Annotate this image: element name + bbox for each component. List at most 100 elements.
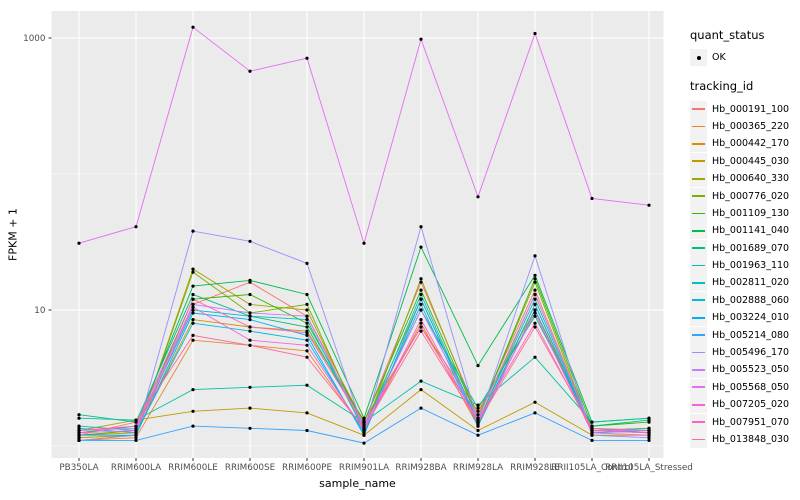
legend-item-Hb_002811_020: Hb_002811_020: [690, 274, 798, 292]
legend-item-Hb_013848_030: Hb_013848_030: [690, 431, 798, 448]
data-point: [533, 308, 537, 312]
data-point: [191, 229, 195, 233]
data-point: [191, 308, 195, 312]
data-point: [191, 305, 195, 309]
data-point: [305, 428, 309, 433]
data-point: [533, 400, 537, 404]
data-point: [77, 426, 81, 430]
legend-key-swatch: [690, 413, 707, 431]
data-point: [305, 349, 309, 353]
data-point: [419, 37, 423, 41]
data-point: [533, 311, 537, 315]
series-color-line-icon: [692, 421, 705, 423]
legend-key-swatch: [690, 431, 707, 448]
data-point: [419, 277, 423, 281]
legend-label: Hb_007205_020: [712, 399, 790, 411]
legend-key-swatch: [690, 309, 707, 327]
legend-item-Hb_000640_330: Hb_000640_330: [690, 170, 798, 188]
legend-key-swatch: [690, 204, 707, 222]
legend-title-quant-status: quant_status: [690, 28, 765, 42]
data-point: [362, 426, 366, 430]
data-point: [590, 420, 594, 424]
data-point: [305, 355, 309, 359]
data-point: [419, 280, 423, 284]
y-tick-label: 10: [34, 306, 46, 316]
data-point: [77, 241, 81, 245]
legend-label: Hb_000445_030: [712, 155, 790, 167]
data-point: [419, 302, 423, 306]
data-point: [77, 413, 81, 417]
data-point: [305, 321, 309, 325]
data-point: [305, 333, 309, 337]
legend-key-swatch: [690, 100, 707, 118]
legend-key-swatch: [690, 257, 707, 275]
data-point: [362, 241, 366, 245]
data-point: [248, 338, 252, 342]
data-point: [191, 338, 195, 342]
legend-item-Hb_001689_070: Hb_001689_070: [690, 239, 798, 257]
legend-label: Hb_005568_050: [712, 381, 790, 393]
legend-label: Hb_002888_060: [712, 294, 790, 306]
data-point: [305, 308, 309, 312]
data-point: [305, 325, 309, 329]
data-point: [533, 411, 537, 415]
data-point: [647, 426, 651, 430]
data-point: [362, 441, 366, 445]
data-point: [533, 280, 537, 284]
data-point: [647, 416, 651, 420]
data-point: [533, 254, 537, 258]
series-color-line-icon: [692, 229, 705, 232]
data-point: [590, 431, 594, 435]
legend-label: Hb_005214_080: [712, 329, 790, 341]
data-point: [419, 292, 423, 297]
data-point: [134, 438, 138, 442]
data-point: [533, 31, 537, 36]
data-point: [533, 321, 537, 325]
series-color-line-icon: [692, 403, 705, 406]
legend-label: Hb_002811_020: [712, 277, 790, 289]
legend-key-swatch: [690, 187, 707, 205]
legend-item-Hb_002888_060: Hb_002888_060: [690, 291, 798, 309]
data-point: [419, 406, 423, 410]
data-point: [191, 302, 195, 306]
data-point: [476, 413, 480, 417]
data-point: [476, 409, 480, 413]
data-point: [248, 325, 252, 329]
legend-label: Hb_005496_170: [712, 347, 790, 359]
data-point: [191, 267, 195, 271]
x-axis-ticks: [78, 458, 650, 461]
data-point: [533, 314, 537, 318]
x-tick-label: RRIM600LA: [111, 463, 161, 473]
legend-label: Hb_003224_010: [712, 312, 790, 324]
data-point: [191, 311, 195, 315]
x-axis-labels: PB350LA RRIM600LA RRIM600LE RRIM600SE RRIM60…: [59, 463, 693, 473]
data-point: [77, 431, 81, 435]
data-point: [419, 297, 423, 301]
x-axis-title: sample_name: [319, 477, 396, 490]
data-point: [77, 428, 81, 433]
data-point: [419, 325, 423, 329]
data-point: [134, 225, 138, 229]
data-point: [362, 422, 366, 426]
x-tick-label: RRIM600LE: [168, 463, 218, 473]
data-point: [191, 284, 195, 288]
legend-label: Hb_001689_070: [712, 242, 790, 254]
data-point: [590, 424, 594, 428]
data-point: [647, 203, 651, 207]
data-point: [134, 424, 138, 428]
data-point: [647, 428, 651, 433]
data-point: [248, 292, 252, 297]
data-point: [134, 428, 138, 433]
legend-label: Hb_005523_050: [712, 364, 790, 376]
data-point: [533, 302, 537, 306]
data-point: [533, 292, 537, 297]
y-axis-title: FPKM + 1: [6, 208, 20, 261]
data-point: [77, 438, 81, 442]
data-point: [419, 321, 423, 325]
data-point: [476, 403, 480, 407]
data-point: [191, 333, 195, 337]
legend-key-swatch: [690, 378, 707, 396]
data-point: [419, 379, 423, 383]
